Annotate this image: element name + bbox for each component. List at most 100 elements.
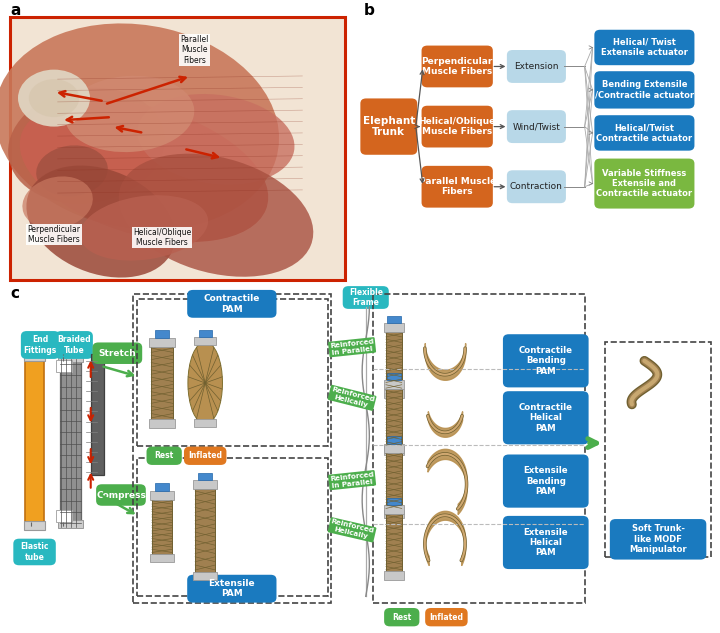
Bar — [386, 453, 402, 510]
Text: Perpendicular
Muscle Fibers: Perpendicular Muscle Fibers — [27, 225, 81, 244]
FancyBboxPatch shape — [92, 342, 143, 364]
Text: Reinforced
Helically: Reinforced Helically — [329, 386, 375, 410]
Bar — [384, 571, 404, 580]
Ellipse shape — [36, 146, 108, 196]
Ellipse shape — [188, 342, 222, 424]
Ellipse shape — [65, 76, 194, 152]
Text: a: a — [11, 3, 21, 18]
Bar — [151, 347, 173, 419]
Bar — [194, 419, 216, 427]
FancyBboxPatch shape — [507, 170, 566, 203]
FancyBboxPatch shape — [422, 166, 492, 208]
Bar — [387, 436, 401, 444]
Bar — [387, 316, 401, 323]
Bar — [386, 514, 402, 571]
Bar — [10, 17, 345, 280]
Ellipse shape — [119, 154, 313, 277]
Bar — [386, 332, 402, 389]
Text: Helical/Oblique
Muscle Fibers: Helical/Oblique Muscle Fibers — [418, 117, 496, 136]
Bar — [60, 359, 81, 527]
Bar — [137, 458, 328, 596]
Bar — [384, 510, 404, 518]
Text: Soft Trunk-
like MODF
Manipulator: Soft Trunk- like MODF Manipulator — [629, 524, 687, 555]
Text: Inflated: Inflated — [188, 451, 222, 460]
Text: b: b — [364, 3, 374, 18]
FancyBboxPatch shape — [425, 608, 468, 627]
Text: End
Fittings: End Fittings — [24, 335, 57, 354]
Text: Contractile
Bending
PAM: Contractile Bending PAM — [518, 346, 573, 376]
Bar — [193, 480, 217, 489]
FancyBboxPatch shape — [595, 115, 695, 151]
FancyBboxPatch shape — [96, 484, 145, 506]
Bar — [133, 294, 331, 603]
Bar — [137, 299, 328, 446]
Bar — [384, 446, 404, 455]
Bar — [152, 500, 172, 553]
Text: c: c — [11, 286, 19, 301]
Bar — [155, 330, 169, 338]
Text: Variable Stiffness
Extensile and
Contractile actuator: Variable Stiffness Extensile and Contrac… — [596, 168, 693, 199]
Bar — [149, 420, 175, 428]
Text: Flexible
Frame: Flexible Frame — [348, 288, 383, 307]
Text: Reinforced
in Parallel: Reinforced in Parallel — [329, 472, 375, 489]
Text: Compress: Compress — [96, 491, 146, 499]
Text: Contractile
Helical
PAM: Contractile Helical PAM — [518, 403, 573, 433]
Text: Perpendicular
Muscle Fibers: Perpendicular Muscle Fibers — [421, 57, 493, 76]
Bar — [198, 473, 212, 480]
FancyBboxPatch shape — [343, 286, 389, 309]
Text: Reinforced
in Parallel: Reinforced in Parallel — [329, 339, 375, 356]
Bar — [386, 389, 402, 446]
FancyBboxPatch shape — [21, 331, 60, 359]
Text: Elephant
Trunk: Elephant Trunk — [363, 116, 415, 137]
FancyBboxPatch shape — [14, 539, 56, 565]
Ellipse shape — [138, 94, 294, 185]
Ellipse shape — [8, 88, 165, 203]
FancyBboxPatch shape — [595, 159, 695, 209]
Text: Helical/ Twist
Extensile actuator: Helical/ Twist Extensile actuator — [601, 38, 688, 57]
FancyBboxPatch shape — [422, 106, 492, 147]
Bar — [387, 373, 401, 380]
Bar — [56, 360, 72, 372]
FancyBboxPatch shape — [55, 331, 93, 359]
Text: Braided
Tube: Braided Tube — [58, 335, 91, 354]
Ellipse shape — [22, 177, 93, 229]
Bar — [24, 521, 45, 530]
Ellipse shape — [27, 166, 175, 277]
Bar — [150, 553, 174, 563]
Text: Extensile
Helical
PAM: Extensile Helical PAM — [523, 527, 568, 558]
Bar — [149, 338, 175, 347]
FancyBboxPatch shape — [610, 519, 706, 560]
FancyBboxPatch shape — [507, 110, 566, 143]
Ellipse shape — [80, 195, 208, 261]
Text: Reinforced
Helically: Reinforced Helically — [329, 518, 375, 541]
FancyBboxPatch shape — [507, 50, 566, 83]
Text: Stretch: Stretch — [99, 349, 136, 358]
Bar — [384, 505, 404, 514]
Text: Parallel
Muscle
Fibers: Parallel Muscle Fibers — [180, 35, 209, 65]
Text: Parallel Muscle
Fibers: Parallel Muscle Fibers — [418, 177, 496, 196]
FancyBboxPatch shape — [184, 447, 226, 465]
Bar — [384, 444, 404, 453]
FancyBboxPatch shape — [187, 290, 276, 318]
FancyBboxPatch shape — [147, 447, 181, 465]
Text: Elastic
tube: Elastic tube — [20, 542, 49, 561]
Bar — [58, 520, 83, 528]
FancyBboxPatch shape — [422, 46, 492, 87]
Text: Helical/Oblique
Muscle Fibers: Helical/Oblique Muscle Fibers — [133, 228, 191, 248]
Bar — [150, 491, 174, 500]
FancyBboxPatch shape — [503, 516, 589, 569]
Text: Extensile
PAM: Extensile PAM — [209, 579, 255, 598]
FancyBboxPatch shape — [503, 454, 589, 508]
Text: Extensile
Bending
PAM: Extensile Bending PAM — [523, 466, 568, 496]
Text: Rest: Rest — [392, 613, 411, 622]
Text: Extension: Extension — [514, 62, 559, 71]
FancyBboxPatch shape — [503, 391, 589, 444]
FancyBboxPatch shape — [361, 99, 418, 154]
Bar — [373, 294, 585, 603]
Bar — [199, 330, 212, 337]
Bar — [605, 342, 711, 557]
Text: Rest: Rest — [155, 451, 174, 460]
Text: Helical/Twist
Contractile actuator: Helical/Twist Contractile actuator — [596, 123, 693, 142]
Bar — [24, 351, 45, 361]
Bar — [194, 337, 216, 345]
